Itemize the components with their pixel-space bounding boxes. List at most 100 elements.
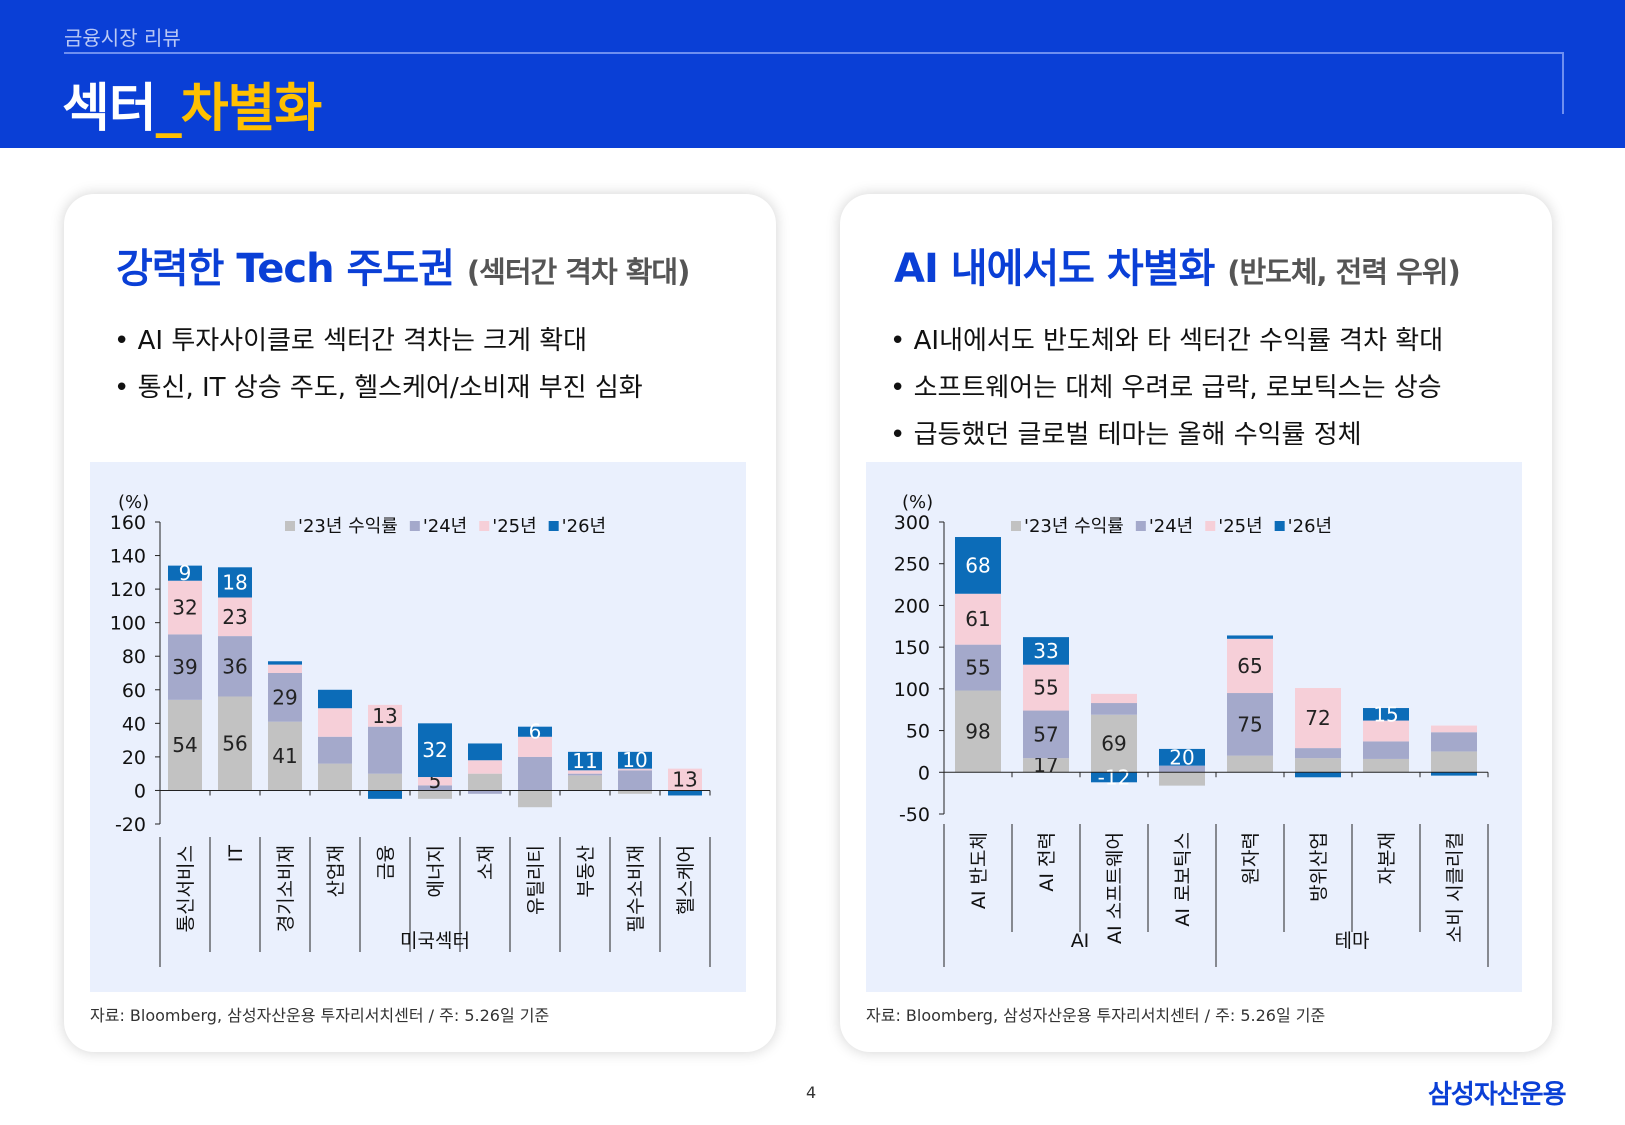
bar-segment [168, 634, 202, 700]
legend-label: '25년 [1218, 516, 1262, 537]
bar-segment [1091, 703, 1137, 715]
data-label: 72 [1305, 706, 1330, 730]
bar-segment [268, 673, 302, 722]
us-sector-chart: -20 0 20 40 60 80 100 120 140 160 (%) 54 39 32 9 56 36 23… [90, 462, 746, 992]
data-label: 98 [965, 719, 990, 743]
bar-segment [468, 773, 502, 791]
y-tick-label: 100 [894, 679, 930, 701]
bar-segment [518, 726, 552, 737]
bar-segment [1431, 751, 1477, 773]
bar-segment [518, 790, 552, 808]
x-tick-label: 경기소비재 [275, 845, 297, 932]
header: 금융시장 리뷰 섹터_차별화 [0, 0, 1625, 148]
left-card: 강력한 Tech 주도권 (섹터간 격차 확대) AI 투자사이클로 섹터간 격… [64, 194, 776, 1052]
x-tick-label: 에너지 [425, 845, 447, 897]
data-label: 15 [1373, 702, 1398, 726]
bar-segment [955, 593, 1001, 645]
data-label: 55 [965, 656, 990, 680]
y-tick-label: 0 [918, 762, 930, 784]
y-tick-label: 140 [110, 546, 146, 568]
bar-segment [568, 751, 602, 771]
legend-label: '24년 [423, 516, 467, 537]
bullet-item: AI내에서도 반도체와 타 섹터간 수익률 격차 확대 [890, 320, 1444, 367]
bar-segment [1159, 772, 1205, 786]
data-label: 11 [572, 749, 597, 773]
brand-logo: 삼성자산운용 [1428, 1080, 1567, 1110]
bar-segment [1023, 710, 1069, 759]
x-tick-label: 자본재 [1376, 832, 1398, 884]
right-title-sub: (반도체, 전력 우위) [1227, 255, 1460, 289]
x-tick-label: 유틸리티 [525, 845, 547, 915]
left-card-title: 강력한 Tech 주도권 (섹터간 격차 확대) [116, 236, 690, 294]
y-tick-label: -20 [115, 814, 146, 836]
bar-segment [1227, 635, 1273, 639]
bar-segment [618, 770, 652, 791]
data-label: 29 [272, 685, 297, 709]
ai-theme-chart: -50 0 50 100 150 200 250 300 (%) 98 55 61 68 17 57 55 33… [866, 462, 1522, 992]
bar-segment [1091, 693, 1137, 704]
bar-segment [1227, 755, 1273, 773]
bar-segment [1295, 772, 1341, 778]
data-label: 33 [1033, 639, 1058, 663]
legend-swatch [409, 521, 420, 531]
y-tick-label: 100 [110, 613, 146, 635]
bar-segment [318, 708, 352, 737]
x-tick-label: 필수소비재 [625, 845, 647, 932]
bar-segment [618, 751, 652, 769]
title-main: 섹터 [62, 79, 157, 139]
x-tick-label: IT [225, 845, 247, 863]
bar-segment [418, 777, 452, 786]
bullet-item: AI 투자사이클로 섹터간 격차는 크게 확대 [114, 320, 643, 367]
chart-source: 자료: Bloomberg, 삼성자산운용 투자리서치센터 / 주: 5.26일… [90, 1006, 550, 1025]
y-tick-label: -50 [899, 804, 930, 826]
data-label: 6 [529, 720, 542, 744]
left-bullets: AI 투자사이클로 섹터간 격차는 크게 확대 통신, IT 상승 주도, 헬스… [114, 320, 643, 414]
bar-segment [1023, 758, 1069, 773]
legend-swatch [1274, 521, 1285, 531]
data-label: 10 [622, 748, 647, 772]
bar-segment [1363, 741, 1409, 759]
y-tick-label: 150 [894, 637, 930, 659]
bar-segment [518, 756, 552, 791]
y-tick-label: 80 [122, 646, 146, 668]
legend-label: '23년 수익률 [1024, 516, 1124, 537]
x-tick-label: AI 로보틱스 [1172, 832, 1194, 927]
bar-segment [218, 567, 252, 598]
legend-label: '26년 [1288, 516, 1332, 537]
bar-segment [1363, 708, 1409, 721]
legend-swatch [1205, 521, 1216, 531]
data-label: 18 [222, 570, 247, 594]
section-subtitle: 금융시장 리뷰 [64, 26, 181, 50]
bar-segment [1363, 758, 1409, 773]
legend-label: '23년 수익률 [298, 516, 398, 537]
bar-segment [955, 690, 1001, 773]
bullet-item: 통신, IT 상승 주도, 헬스케어/소비재 부진 심화 [114, 367, 643, 414]
data-label: 13 [372, 704, 397, 728]
x-tick-label: 금융 [375, 845, 397, 880]
bar-segment [1295, 748, 1341, 759]
bar-segment [1023, 637, 1069, 665]
bar-segment [168, 565, 202, 581]
data-label: 65 [1237, 654, 1262, 678]
x-tick-label: AI 반도체 [968, 832, 990, 909]
data-label: 13 [672, 768, 697, 792]
bar-segment [418, 790, 452, 799]
bar-segment [568, 773, 602, 776]
y-tick-label: 20 [122, 747, 146, 769]
bar-segment [468, 790, 502, 794]
bar-segment [568, 770, 602, 774]
bar-segment [168, 580, 202, 635]
data-label: 20 [1169, 745, 1194, 769]
page-number: 4 [806, 1083, 817, 1102]
y-tick-label: 120 [110, 579, 146, 601]
bar-segment [218, 597, 252, 637]
data-label: -12 [1098, 765, 1131, 789]
data-label: 9 [179, 561, 192, 585]
bar-segment [318, 736, 352, 764]
bar-segment [418, 785, 452, 791]
data-label: 23 [222, 605, 247, 629]
bar-segment [1227, 693, 1273, 756]
x-tick-label: 소재 [475, 845, 497, 880]
data-label: 55 [1033, 676, 1058, 700]
header-rule [64, 52, 1564, 54]
